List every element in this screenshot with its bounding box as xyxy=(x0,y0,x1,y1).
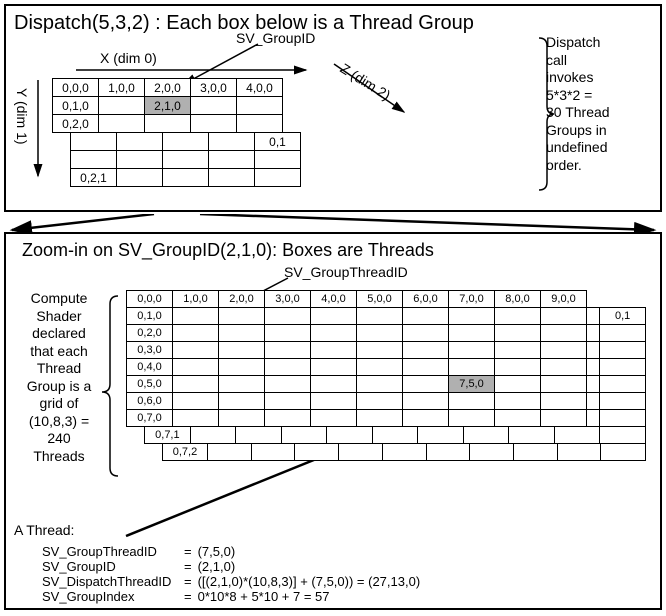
thread-grid-z0: 0,0,0 1,0,0 2,0,0 3,0,0 4,0,0 5,0,0 6,0,… xyxy=(126,290,587,427)
highlighted-thread-cell: 7,5,0 xyxy=(449,376,495,393)
calc-row: SV_DispatchThreadID = ([(2,1,0)*(10,8,3)… xyxy=(14,574,420,589)
thread-grid: 0,2 0,6,2 0,7,2 0,1 0,6,1 0,7,1 0,0,0 1,… xyxy=(126,290,646,520)
x-axis-label: X (dim 0) xyxy=(100,50,157,66)
zoom-side-note: Compute Shader declared that each Thread… xyxy=(16,290,102,465)
dispatch-side-note: Dispatch call invokes 5*3*2 = 30 Thread … xyxy=(546,34,650,174)
dispatch-panel: Dispatch(5,3,2) : Each box below is a Th… xyxy=(4,4,662,212)
calc-row: SV_GroupID = (2,1,0) xyxy=(14,559,420,574)
zoom-panel: Zoom-in on SV_GroupID(2,1,0): Boxes are … xyxy=(4,232,662,610)
calc-row: SV_GroupThreadID = (7,5,0) xyxy=(14,544,420,559)
zoom-connector xyxy=(4,214,664,232)
highlighted-group-cell: 2,1,0 xyxy=(145,97,191,115)
sv-groupthreadid-label: SV_GroupThreadID xyxy=(284,264,408,280)
zoom-title: Zoom-in on SV_GroupID(2,1,0): Boxes are … xyxy=(22,240,652,261)
thread-calc-block: A Thread: SV_GroupThreadID = (7,5,0) SV_… xyxy=(14,522,420,604)
a-thread-label: A Thread: xyxy=(14,522,420,538)
dispatch-grid-z1: 0,1 0,2,1 xyxy=(70,132,301,187)
sv-groupid-label: SV_GroupID xyxy=(236,30,315,46)
calc-row: SV_GroupIndex = 0*10*8 + 5*10 + 7 = 57 xyxy=(14,589,420,604)
dispatch-title: Dispatch(5,3,2) : Each box below is a Th… xyxy=(14,12,652,35)
dispatch-grid-z0: 0,0,0 1,0,0 2,0,0 3,0,0 4,0,0 0,1,0 2,1,… xyxy=(52,78,283,133)
y-axis-label: Y (dim 1) xyxy=(14,88,30,145)
dispatch-grid: 0,1 0,2,1 0,0,0 1,0,0 2,0,0 3,0,0 4,0,0 … xyxy=(52,78,352,198)
